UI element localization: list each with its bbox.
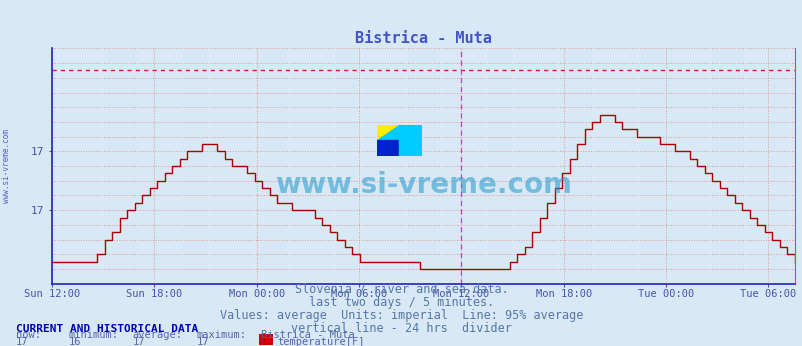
Text: minimum:: minimum: (68, 330, 118, 340)
Text: 17: 17 (196, 337, 209, 346)
Polygon shape (377, 125, 399, 140)
Text: www.si-vreme.com: www.si-vreme.com (2, 129, 11, 203)
Text: 16: 16 (68, 337, 81, 346)
Text: Bistrica - Muta: Bistrica - Muta (261, 330, 354, 340)
Text: 17: 17 (132, 337, 145, 346)
Text: average:: average: (132, 330, 182, 340)
Text: vertical line - 24 hrs  divider: vertical line - 24 hrs divider (290, 322, 512, 335)
Text: www.si-vreme.com: www.si-vreme.com (275, 171, 571, 199)
Text: Slovenia / river and sea data.: Slovenia / river and sea data. (294, 282, 508, 295)
Polygon shape (377, 125, 399, 140)
Text: Values: average  Units: imperial  Line: 95% average: Values: average Units: imperial Line: 95… (220, 309, 582, 322)
Title: Bistrica - Muta: Bistrica - Muta (354, 31, 492, 46)
Text: last two days / 5 minutes.: last two days / 5 minutes. (309, 295, 493, 309)
Text: CURRENT AND HISTORICAL DATA: CURRENT AND HISTORICAL DATA (16, 324, 198, 334)
Polygon shape (399, 125, 421, 156)
Text: now:: now: (16, 330, 41, 340)
Text: temperature[F]: temperature[F] (277, 337, 364, 346)
Text: maximum:: maximum: (196, 330, 246, 340)
Polygon shape (377, 140, 399, 156)
Text: 17: 17 (16, 337, 29, 346)
